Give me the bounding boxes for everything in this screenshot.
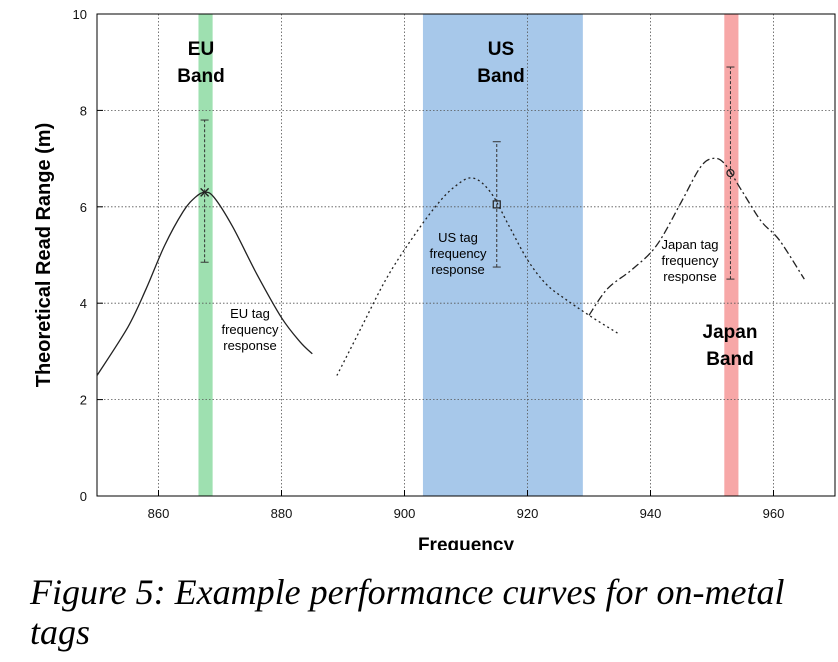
x-tick-label: 880 bbox=[271, 506, 293, 521]
band-label-line2: Band bbox=[477, 66, 525, 87]
data-point-marker bbox=[492, 200, 501, 209]
y-tick-label: 0 bbox=[80, 489, 87, 504]
series-annotation-line: EU tag bbox=[230, 306, 270, 321]
series-annotation-line: response bbox=[223, 338, 276, 353]
plot-frame bbox=[96, 13, 836, 497]
series-annotation-line: response bbox=[663, 269, 716, 284]
series-curve-dotted bbox=[336, 177, 621, 376]
x-tick-label: 900 bbox=[394, 506, 416, 521]
band-0 bbox=[198, 14, 213, 496]
band-label-line2: Band bbox=[706, 349, 754, 370]
x-tick-label: 920 bbox=[517, 506, 539, 521]
x-axis-title: Frequency bbox=[418, 535, 515, 550]
series-curve-dashdot bbox=[588, 157, 805, 316]
series-annotation-line: frequency bbox=[661, 253, 719, 268]
band-1 bbox=[422, 14, 583, 496]
series-markers bbox=[200, 66, 735, 280]
band-label-line2: Band bbox=[177, 66, 225, 87]
x-tick-label: 960 bbox=[763, 506, 785, 521]
y-axis-title: Theoretical Read Range (m) bbox=[33, 123, 55, 388]
y-tick-label: 8 bbox=[80, 103, 87, 118]
band-label-line1: US bbox=[488, 39, 514, 60]
y-tick-label: 6 bbox=[80, 200, 87, 215]
read-range-chart: 860 880 900 920 940 960 0 2 4 6 8 10 EU Band US Band J… bbox=[33, 7, 836, 550]
x-axis-ticks: 860 880 900 920 940 960 bbox=[148, 490, 785, 521]
x-tick-label: 860 bbox=[148, 506, 170, 521]
band-label-line1: Japan bbox=[703, 322, 758, 343]
y-tick-label: 10 bbox=[73, 7, 87, 22]
band-label-line1: EU bbox=[188, 39, 214, 60]
series-annotation-line: US tag bbox=[438, 230, 478, 245]
series-annotation-line: frequency bbox=[221, 322, 279, 337]
data-point-marker bbox=[726, 168, 735, 178]
data-point-marker bbox=[200, 187, 210, 197]
series-annotation-line: Japan tag bbox=[661, 237, 718, 252]
frequency-bands bbox=[198, 14, 739, 496]
band-2 bbox=[724, 14, 739, 496]
figure-caption: Figure 5: Example performance curves for… bbox=[30, 572, 785, 652]
series-annotation-line: frequency bbox=[429, 246, 487, 261]
x-tick-label: 940 bbox=[640, 506, 662, 521]
grid-lines bbox=[97, 14, 835, 496]
y-axis-ticks: 0 2 4 6 8 10 bbox=[73, 7, 103, 504]
series-annotation-line: response bbox=[431, 262, 484, 277]
y-tick-label: 4 bbox=[80, 296, 87, 311]
band-labels: EU Band US Band Japan Band bbox=[177, 39, 757, 370]
y-tick-label: 2 bbox=[80, 393, 87, 408]
